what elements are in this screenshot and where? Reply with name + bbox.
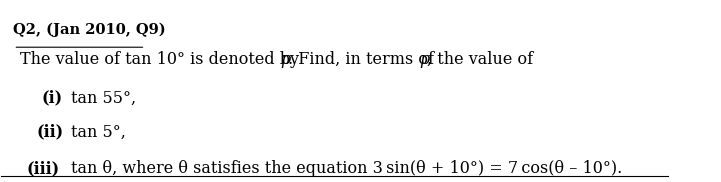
Text: (ii): (ii): [36, 124, 63, 141]
Text: The value of tan 10° is denoted by: The value of tan 10° is denoted by: [20, 51, 304, 68]
Text: , the value of: , the value of: [427, 51, 533, 68]
Text: p: p: [280, 51, 291, 68]
Text: tan θ, where θ satisfies the equation 3 sin(θ + 10°) = 7 cos(θ – 10°).: tan θ, where θ satisfies the equation 3 …: [71, 160, 623, 177]
Text: Q2, (Jan 2010, Q9): Q2, (Jan 2010, Q9): [14, 23, 166, 37]
Text: (i): (i): [41, 90, 63, 106]
Text: tan 55°,: tan 55°,: [71, 90, 136, 106]
Text: . Find, in terms of: . Find, in terms of: [288, 51, 439, 68]
Text: p: p: [419, 51, 429, 68]
Text: tan 5°,: tan 5°,: [71, 124, 126, 141]
Text: (iii): (iii): [27, 160, 60, 177]
